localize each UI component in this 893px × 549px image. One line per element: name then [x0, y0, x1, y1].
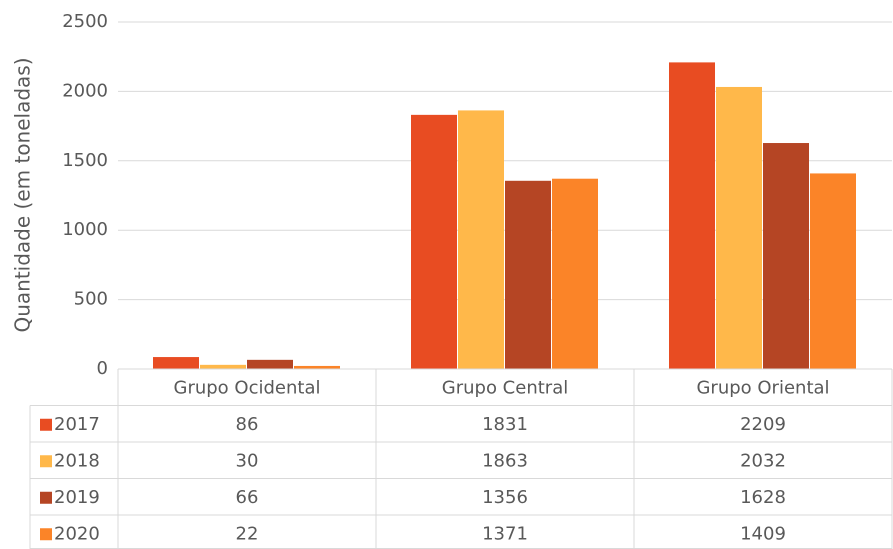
- legend-swatch: [40, 491, 52, 504]
- legend-label: 2020: [54, 523, 100, 544]
- table-value: 2209: [740, 414, 786, 435]
- table-value: 86: [236, 414, 259, 435]
- bar: [294, 365, 340, 369]
- bar: [716, 86, 762, 369]
- table-value: 1409: [740, 523, 786, 544]
- table-value: 1371: [482, 523, 528, 544]
- bar: [810, 173, 856, 369]
- bar: [247, 359, 293, 369]
- x-tick-label: Grupo Central: [442, 377, 568, 398]
- y-tick-label: 2000: [62, 80, 108, 101]
- y-axis-label: Quantidade (em toneladas): [11, 57, 35, 332]
- y-tick-label: 1500: [62, 150, 108, 171]
- bar: [763, 143, 809, 369]
- legend-swatch: [40, 418, 52, 431]
- bar: [411, 114, 457, 369]
- table-value: 30: [236, 450, 259, 471]
- x-tick-label: Grupo Ocidental: [174, 377, 321, 398]
- bar: [200, 364, 246, 369]
- legend-label: 2018: [54, 450, 100, 471]
- table-value: 1628: [740, 487, 786, 508]
- bar: [552, 178, 598, 369]
- table-value: 1356: [482, 487, 528, 508]
- legend-label: 2017: [54, 414, 100, 435]
- y-tick-label: 500: [74, 289, 108, 310]
- y-tick-label: 2500: [62, 11, 108, 32]
- table-value: 22: [236, 523, 259, 544]
- bar: [153, 357, 199, 369]
- table-value: 66: [236, 487, 259, 508]
- legend-label: 2019: [54, 487, 100, 508]
- bar: [669, 62, 715, 369]
- table-value: 2032: [740, 450, 786, 471]
- bar: [505, 180, 551, 369]
- x-tick-label: Grupo Oriental: [696, 377, 829, 398]
- legend-swatch: [40, 455, 52, 468]
- y-tick-label: 1000: [62, 219, 108, 240]
- y-tick-label: 0: [97, 358, 108, 379]
- table-value: 1831: [482, 414, 528, 435]
- legend-swatch: [40, 528, 52, 541]
- table-value: 1863: [482, 450, 528, 471]
- bar: [458, 110, 504, 370]
